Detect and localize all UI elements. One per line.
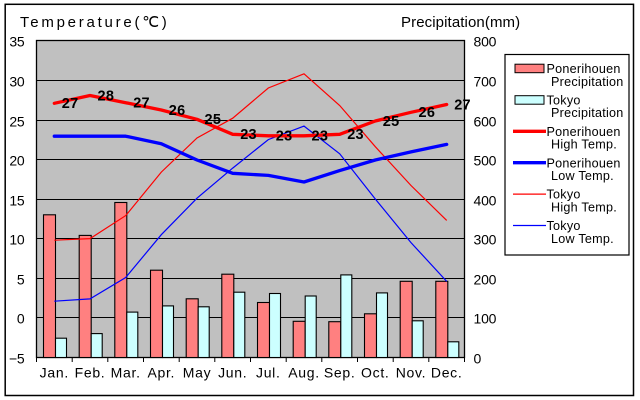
svg-text:Jan.: Jan.: [40, 365, 69, 381]
svg-text:0: 0: [17, 311, 25, 327]
svg-text:35: 35: [9, 34, 25, 50]
svg-text:Ponerihouen: Ponerihouen: [547, 62, 621, 76]
svg-text:20: 20: [9, 153, 25, 169]
svg-text:27: 27: [62, 96, 79, 112]
svg-text:Dec.: Dec.: [431, 365, 463, 381]
svg-text:Tokyo: Tokyo: [547, 94, 581, 108]
svg-text:30: 30: [9, 74, 25, 90]
svg-text:Apr.: Apr.: [147, 365, 175, 381]
svg-text:600: 600: [474, 114, 497, 130]
svg-text:200: 200: [474, 272, 497, 288]
svg-text:23: 23: [347, 127, 364, 143]
svg-text:800: 800: [474, 34, 497, 50]
svg-text:25: 25: [383, 114, 400, 130]
svg-text:Temperature(℃): Temperature(℃): [20, 14, 170, 31]
svg-text:Ponerihouen: Ponerihouen: [547, 125, 621, 139]
svg-text:Ponerihouen: Ponerihouen: [547, 156, 621, 170]
svg-text:Aug.: Aug.: [288, 365, 320, 381]
svg-text:Nov.: Nov.: [396, 365, 427, 381]
svg-text:5: 5: [17, 272, 25, 288]
svg-text:500: 500: [474, 153, 497, 169]
svg-text:Precipitation(mm): Precipitation(mm): [401, 14, 520, 31]
svg-text:0: 0: [474, 351, 482, 367]
svg-text:23: 23: [276, 129, 293, 145]
svg-text:27: 27: [454, 97, 471, 113]
svg-text:700: 700: [474, 74, 497, 90]
svg-text:Low Temp.: Low Temp.: [551, 169, 614, 183]
svg-text:100: 100: [474, 311, 497, 327]
svg-text:23: 23: [312, 129, 329, 145]
svg-text:Jul.: Jul.: [256, 365, 281, 381]
svg-text:15: 15: [9, 193, 25, 209]
svg-text:Low Temp.: Low Temp.: [551, 232, 614, 246]
svg-text:25: 25: [205, 112, 222, 128]
svg-text:Mar.: Mar.: [111, 365, 141, 381]
svg-text:May: May: [183, 365, 212, 381]
svg-text:27: 27: [133, 96, 150, 112]
svg-text:−5: −5: [9, 351, 25, 367]
svg-text:Precipitation: Precipitation: [551, 106, 624, 120]
svg-text:High Temp.: High Temp.: [551, 200, 617, 214]
svg-text:Tokyo: Tokyo: [547, 188, 581, 202]
svg-text:Tokyo: Tokyo: [547, 219, 581, 233]
svg-text:26: 26: [169, 103, 186, 119]
svg-text:28: 28: [98, 88, 115, 104]
svg-text:400: 400: [474, 193, 497, 209]
svg-text:High Temp.: High Temp.: [551, 138, 617, 152]
svg-text:Precipitation: Precipitation: [551, 75, 624, 89]
svg-text:Jun.: Jun.: [218, 365, 247, 381]
svg-text:Feb.: Feb.: [75, 365, 106, 381]
svg-text:300: 300: [474, 232, 497, 248]
svg-text:25: 25: [9, 114, 25, 130]
svg-text:23: 23: [240, 127, 257, 143]
svg-text:Oct.: Oct.: [361, 365, 389, 381]
svg-text:Sep.: Sep.: [324, 365, 356, 381]
svg-text:26: 26: [419, 105, 436, 121]
svg-text:10: 10: [9, 232, 25, 248]
